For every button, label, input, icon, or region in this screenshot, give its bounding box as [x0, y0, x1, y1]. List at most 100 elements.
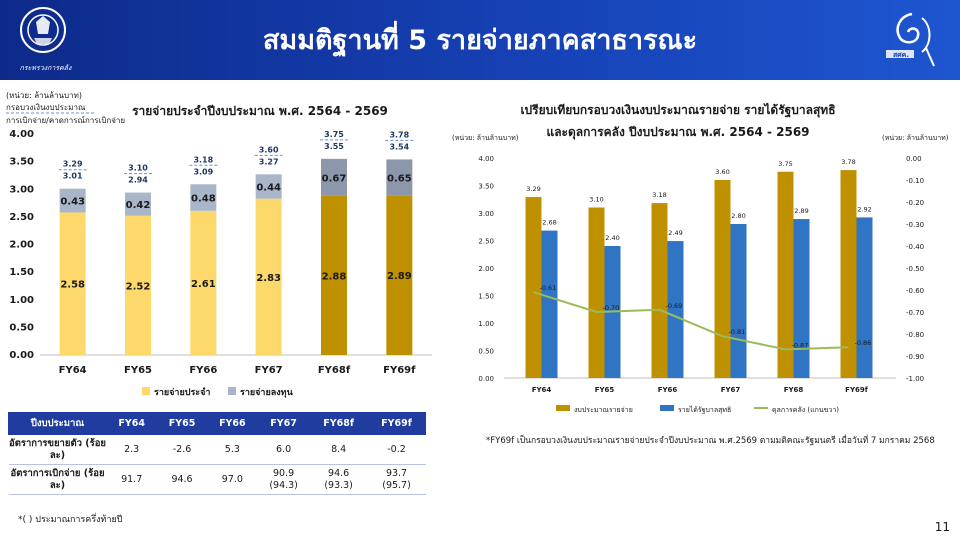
y2-tick-label: -1.00: [906, 375, 924, 383]
legend-swatch-revenue: [660, 405, 674, 411]
disbursement-label: 3.55: [324, 142, 344, 151]
x-tick-label: FY67: [721, 386, 741, 394]
y-tick-label: 2.50: [478, 238, 494, 246]
balance-point-label: -0.61: [540, 284, 557, 292]
table-cell: 94.6: [156, 464, 208, 495]
right-chart-footnote: *FY69f เป็นกรอบวงเงินงบประมาณรายจ่ายประจ…: [486, 436, 935, 446]
header-banner: กระทรวงการคลัง สมมติฐานที่ 5 รายจ่ายภาคส…: [0, 0, 960, 80]
bar-revenue: [667, 241, 684, 378]
x-tick-label: FY66: [189, 365, 217, 376]
page-number: 11: [934, 520, 950, 534]
y-tick-label: 3.00: [9, 184, 34, 195]
y-tick-label: 1.00: [9, 295, 34, 306]
table-cell: -0.2: [367, 434, 426, 465]
x-tick-label: FY68: [784, 386, 804, 394]
bar-revenue-label: 2.68: [542, 219, 556, 227]
ministry-logo: กระทรวงการคลัง: [8, 4, 78, 76]
disbursement-label: 2.94: [128, 176, 148, 185]
table-header-cell: FY69f: [367, 412, 426, 435]
y2-tick-label: -0.70: [906, 309, 924, 317]
y-tick-label: 0.50: [478, 348, 494, 356]
legend-note-disbursement: การเบิกจ่าย/คาดการณ์การเบิกจ่าย: [6, 115, 125, 125]
right-chart-unit-left: (หน่วย: ล้านล้านบาท): [452, 134, 519, 142]
legend-label-investment: รายจ่ายลงทุน: [240, 387, 294, 398]
table-header-cell: FY66: [206, 412, 259, 435]
disbursement-label: 3.09: [193, 167, 213, 176]
bar-investment: [321, 158, 347, 196]
bar-recurrent-label: 2.58: [60, 280, 85, 291]
fpo-abbrev: สศค.: [892, 51, 910, 59]
y-tick-label: 3.50: [478, 183, 494, 191]
bar-investment: [386, 159, 413, 196]
legend-swatch-budget: [556, 405, 570, 411]
bar-investment-label: 0.67: [322, 173, 347, 184]
y2-tick-label: 0.00: [906, 155, 922, 163]
table-cell: -2.6: [156, 434, 208, 465]
bar-investment-label: 0.44: [256, 182, 281, 193]
left-chart-title: รายจ่ายประจำปีงบประมาณ พ.ศ. 2564 - 2569: [132, 104, 388, 118]
x-tick-label: FY64: [532, 386, 552, 394]
y-tick-label: 3.00: [478, 210, 494, 218]
x-tick-label: FY64: [59, 365, 87, 376]
table-cell: 93.7 (95.7): [367, 464, 426, 495]
y-tick-label: 1.00: [478, 320, 494, 328]
bar-budget-label: 3.10: [589, 196, 603, 204]
table-cell: 8.4: [309, 434, 368, 465]
table-cell-sub: (94.3): [269, 479, 298, 491]
budget-frame-label: 3.60: [259, 145, 279, 154]
bar-revenue-label: 2.40: [605, 234, 619, 242]
bar-investment-label: 0.48: [191, 194, 216, 205]
y-tick-label: 1.50: [9, 267, 34, 278]
table-cell: 90.9 (94.3): [257, 464, 310, 495]
table-cell-value: 94.6: [171, 473, 193, 485]
bar-recurrent-label: 2.88: [322, 271, 347, 282]
budget-frame-label: 3.18: [193, 155, 213, 164]
bar-budget: [651, 203, 668, 378]
bar-revenue: [856, 217, 873, 378]
table-row: อัตราการขยายตัว (ร้อยละ) 2.3 -2.6 5.3 6.…: [8, 434, 426, 465]
bar-investment-label: 0.65: [387, 173, 412, 184]
y2-tick-label: -0.90: [906, 353, 924, 361]
bar-budget-label: 3.18: [652, 191, 666, 199]
disbursement-label: 3.27: [259, 157, 279, 166]
y2-tick-label: -0.40: [906, 243, 924, 251]
table-row-label: อัตราการขยายตัว (ร้อยละ): [8, 434, 107, 465]
balance-point-label: -0.70: [603, 304, 620, 312]
table-cell: 97.0: [207, 464, 258, 495]
bar-investment: [190, 184, 217, 211]
y-tick-label: 0.00: [9, 350, 34, 361]
bar-budget-label: 3.75: [778, 160, 792, 168]
bar-recurrent: [321, 195, 347, 355]
bar-investment-label: 0.43: [60, 197, 85, 208]
bar-revenue-label: 2.92: [857, 205, 871, 213]
left-chart-unit: (หน่วย: ล้านล้านบาท): [6, 91, 82, 100]
budget-frame-label: 3.78: [389, 130, 409, 139]
table-cell-value: 97.0: [221, 473, 243, 485]
fpo-emblem-icon: [886, 12, 935, 67]
y2-tick-label: -0.50: [906, 265, 924, 273]
ministry-name: กระทรวงการคลัง: [19, 64, 72, 72]
y-tick-label: 0.50: [9, 322, 34, 333]
bar-investment: [255, 174, 282, 199]
x-tick-label: FY68f: [318, 365, 351, 376]
x-tick-label: FY69f: [845, 386, 869, 394]
table-cell-sub: (93.3): [324, 479, 353, 491]
bar-revenue-label: 2.49: [668, 229, 682, 237]
bar-investment: [125, 192, 151, 216]
bar-revenue: [730, 224, 747, 378]
legend-swatch-investment: [228, 387, 236, 395]
legend-swatch-recurrent: [142, 387, 150, 395]
bar-recurrent-label: 2.61: [191, 279, 216, 290]
table-header-cell: FY67: [257, 412, 311, 435]
bar-recurrent-label: 2.52: [126, 281, 151, 292]
table-cell: 2.3: [106, 434, 157, 465]
table-cell: 91.7: [106, 464, 157, 495]
y-tick-label: 0.00: [478, 375, 494, 383]
table-cell-value: 94.6: [328, 467, 350, 479]
bar-budget-label: 3.29: [526, 185, 540, 193]
table-cell-value: 93.7: [385, 467, 408, 479]
table-cell-value: 91.7: [121, 473, 143, 485]
table-cell-sub: (95.7): [382, 479, 411, 491]
bar-budget: [777, 171, 794, 378]
x-tick-label: FY66: [658, 386, 678, 394]
